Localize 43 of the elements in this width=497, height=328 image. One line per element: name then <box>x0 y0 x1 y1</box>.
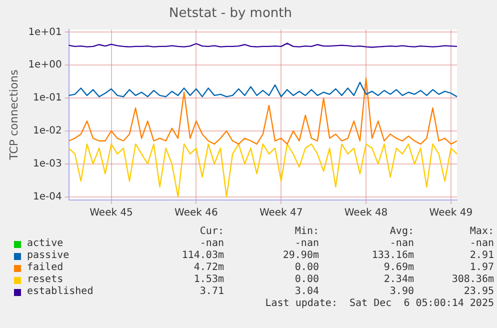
text: Last update: Sat Dec 6 05:00:14 2025 <box>264 298 494 310</box>
y-tick-label: 1e-03 <box>32 158 62 170</box>
x-tick-label: Week 46 <box>174 208 218 219</box>
y-tick-label: 1e-04 <box>32 191 62 202</box>
x-tick-label: Week 48 <box>344 208 388 219</box>
legend-label: passive <box>27 250 70 262</box>
text: 308.36m <box>450 274 494 286</box>
text: 3.04 <box>294 286 319 298</box>
text: Max: <box>468 226 494 238</box>
x-tick-label: Week 45 <box>90 208 133 219</box>
text: 4.72m <box>192 262 224 274</box>
text: -nan <box>198 238 224 250</box>
legend-label: established <box>27 286 94 298</box>
text: Cur: <box>198 226 224 238</box>
text: 1.97 <box>468 262 494 274</box>
legend-label: resets <box>27 274 64 286</box>
text: Min: <box>294 226 319 238</box>
text: 133.16m <box>370 250 414 262</box>
text: 114.03m <box>180 250 224 262</box>
text: 29.90m <box>282 250 319 262</box>
text: -nan <box>294 238 319 250</box>
text: 2.34m <box>382 274 414 286</box>
y-tick-label: 1e-02 <box>32 126 62 137</box>
text: -nan <box>468 238 494 250</box>
text: 1.53m <box>192 274 224 286</box>
legend-label: failed <box>27 262 64 274</box>
y-tick-label: 1e-01 <box>32 92 62 104</box>
x-tick-label: Week 47 <box>259 208 303 219</box>
text: 3.90 <box>388 286 414 298</box>
text: 23.95 <box>462 286 494 298</box>
text: Avg: <box>388 226 414 238</box>
chart-title: Netstat - by month <box>169 6 292 22</box>
text: 0.00 <box>294 274 319 286</box>
y-tick-label: 1e+01 <box>28 26 62 38</box>
text: 3.71 <box>198 286 224 298</box>
y-tick-label: 1e+00 <box>28 60 62 71</box>
text: -nan <box>388 238 414 250</box>
y-axis-title: TCP connections <box>7 69 20 161</box>
text: 2.91 <box>468 250 494 262</box>
text: 0.00 <box>294 262 319 274</box>
legend-label: active <box>27 238 64 250</box>
text: 9.69m <box>382 262 414 274</box>
x-tick-label: Week 49 <box>429 208 473 219</box>
